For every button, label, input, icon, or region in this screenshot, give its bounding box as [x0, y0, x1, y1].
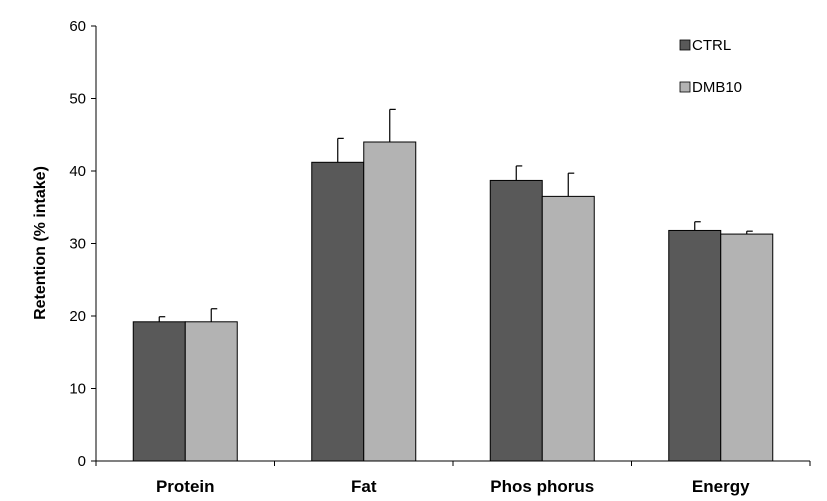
legend-label-dmb10: DMB10 — [692, 79, 742, 96]
y-axis-title: Retention (% intake) — [32, 166, 49, 320]
bar-ctrl-energy — [668, 229, 722, 462]
y-tick-label: 10 — [69, 381, 86, 398]
bar-dmb10-energy — [720, 233, 774, 462]
bar-dmb10-protein — [184, 321, 238, 462]
bars — [132, 108, 774, 462]
legend: CTRL DMB10 — [679, 37, 742, 96]
y-tick-label: 30 — [69, 236, 86, 253]
bar-dmb10-phosphorus — [541, 195, 595, 462]
bar-ctrl-fat — [311, 161, 365, 462]
bar-ctrl-protein — [132, 321, 186, 462]
y-tick-label: 50 — [69, 91, 86, 108]
y-tick-label: 0 — [78, 453, 86, 470]
legend-swatch-ctrl — [679, 39, 691, 51]
legend-label-ctrl: CTRL — [692, 37, 731, 54]
x-category-label: Fat — [351, 477, 377, 496]
y-tick-label: 60 — [69, 18, 86, 35]
legend-swatch-dmb10 — [679, 81, 691, 93]
x-category-label: Energy — [692, 477, 750, 496]
y-tick-label: 40 — [69, 163, 86, 180]
bar-dmb10-fat — [363, 141, 417, 462]
x-category-label: Phos phorus — [490, 477, 594, 496]
bar-ctrl-phosphorus — [489, 179, 543, 462]
y-tick-label: 20 — [69, 308, 86, 325]
tick-labels: 0 10 20 30 40 50 60 Protein Fat Phos phorus Energy — [69, 18, 750, 496]
x-category-label: Protein — [156, 477, 215, 496]
